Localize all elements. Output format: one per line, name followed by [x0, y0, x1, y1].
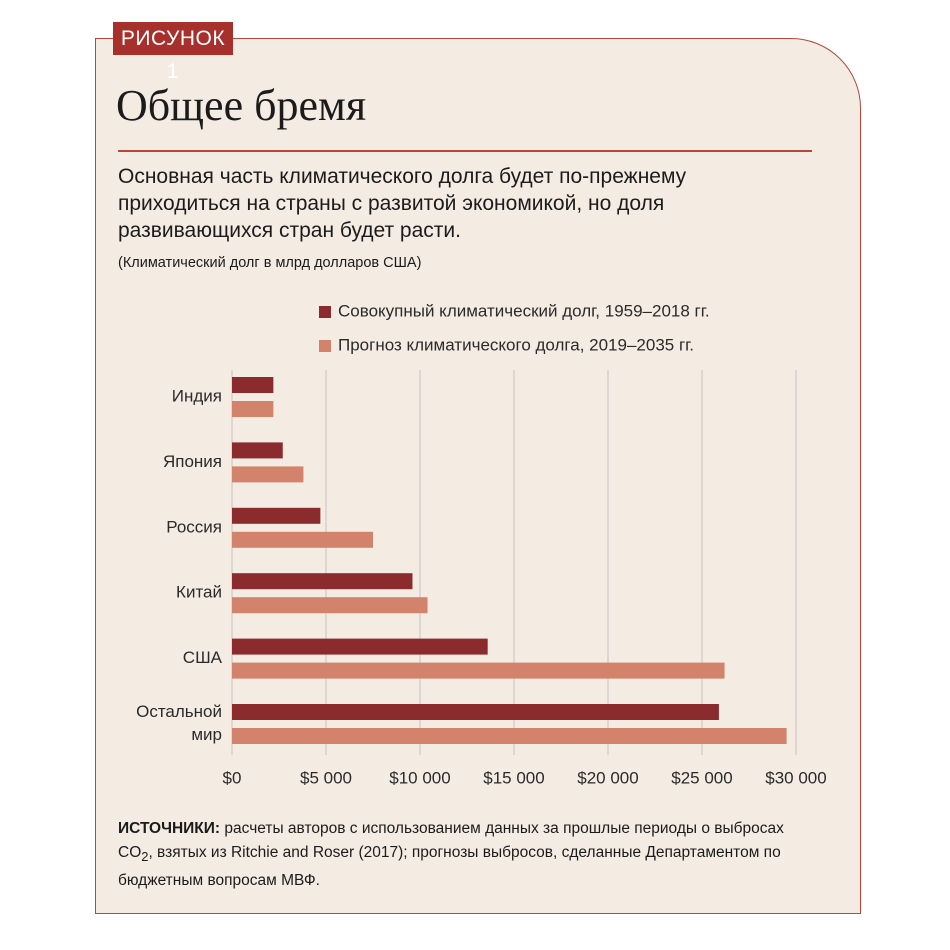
bar	[232, 638, 488, 655]
y-tick-label: Япония	[163, 452, 222, 471]
x-tick-label: $25 000	[671, 768, 732, 787]
x-tick-label: $20 000	[577, 768, 638, 787]
bar	[232, 466, 304, 483]
sources-text: , взятых из Ritchie and Roser (2017); пр…	[118, 844, 781, 890]
bar	[232, 662, 725, 679]
y-tick-label: Индия	[172, 386, 222, 405]
bar	[232, 728, 787, 744]
subtitle: Основная часть климатического долга буде…	[118, 165, 687, 242]
bar	[232, 531, 373, 548]
y-tick-label: США	[183, 648, 223, 667]
y-tick-label: Китай	[176, 583, 222, 602]
bar	[232, 377, 274, 393]
legend-label: Совокупный климатический долг, 1959–2018…	[338, 301, 710, 320]
title-rule	[118, 150, 812, 152]
bar	[232, 507, 321, 524]
x-tick-label: $15 000	[483, 768, 544, 787]
y-tick-label: Остальной мир	[136, 702, 222, 744]
sources: ИСТОЧНИКИ: расчеты авторов с использован…	[118, 817, 818, 893]
y-tick-label: Россия	[166, 517, 222, 536]
panel	[95, 38, 861, 914]
label-line: Остальной	[136, 702, 222, 721]
x-tick-label: $5 000	[300, 768, 352, 787]
sources-subscript: 2	[141, 849, 149, 865]
bar	[232, 704, 719, 720]
x-tick-label: $30 000	[765, 768, 826, 787]
unit-note: (Климатический долг в млрд долларов США)	[118, 255, 422, 271]
x-tick-label: $0	[223, 768, 242, 787]
bar	[232, 597, 428, 614]
figure-label: РИСУНОК 1	[113, 22, 233, 83]
bar	[232, 573, 413, 590]
x-tick-label: $10 000	[389, 768, 450, 787]
sources-label: ИСТОЧНИКИ:	[118, 820, 221, 837]
legend-label: Прогноз климатического долга, 2019–2035 …	[338, 335, 694, 354]
bar	[232, 442, 283, 459]
chart-title: Общее бремя	[116, 81, 367, 130]
bar	[232, 401, 274, 417]
legend-swatch	[319, 306, 331, 318]
label-line: мир	[187, 725, 222, 744]
legend-swatch	[319, 340, 331, 352]
sources-text: расчеты авторов с использованием данных …	[118, 820, 784, 861]
